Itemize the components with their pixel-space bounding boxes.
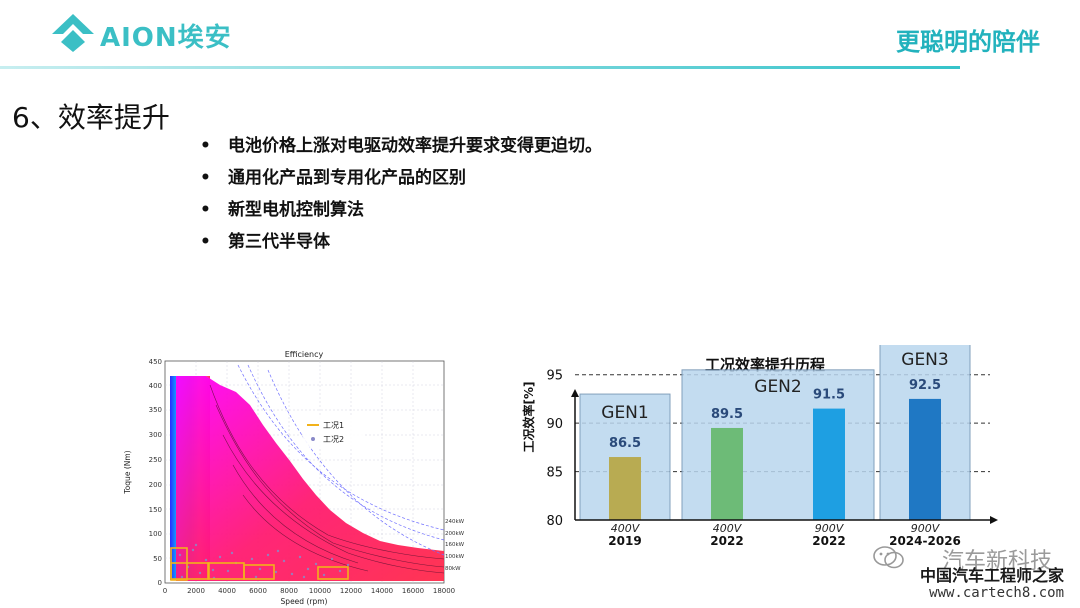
legend-series-1: 工况1 [323,421,344,430]
generation-label: GEN2 [754,377,801,397]
voltage-label: 900V [815,522,845,535]
x-tick: 12000 [340,587,362,595]
efficiency-bar-chart: 工况效率提升历程 工况效率[%] 80859095GEN1GEN2GEN386.… [521,345,998,548]
x-tick: 14000 [371,587,393,595]
x-tick: 10000 [309,587,331,595]
x-axis-arrow [990,516,998,524]
y-tick: 100 [149,530,162,538]
power-label: 160kW [445,542,465,548]
category-label: 2022 [710,534,743,548]
efficiency-map-figure: Efficiency [123,350,465,606]
header-divider [0,66,960,69]
y-axis-arrow [571,389,579,397]
watermark-text: 汽车新科技 [941,549,1052,574]
x-tick: 18000 [433,587,455,595]
voltage-label: 900V [911,522,941,535]
y-tick: 300 [149,431,162,439]
aion-logo-icon [52,14,94,52]
category-label: 2019 [608,534,641,548]
bullet-item: 通用化产品到专用化产品的区别 [200,166,602,198]
bar [813,408,845,520]
voltage-label: 400V [713,522,743,535]
x-tick: 2000 [187,587,205,595]
slide-title: 6、效率提升 [12,101,170,134]
bullet-item: 第三代半导体 [200,230,602,262]
y-tick: 250 [149,456,162,464]
y-tick: 150 [149,506,162,514]
y-tick: 0 [158,579,162,587]
watermark-url: www.cartech8.com [929,585,1064,601]
y-tick: 450 [149,358,162,366]
x-tick: 16000 [402,587,424,595]
slogan: 更聪明的陪伴 [896,28,1040,56]
bar-value-label: 92.5 [909,378,941,393]
chart-y-axis-label: 工况效率[%] [521,382,536,453]
y-tick-label: 90 [546,417,563,432]
y-tick: 50 [153,555,162,563]
legend-series-2: 工况2 [323,435,344,444]
power-label: 80kW [445,566,461,572]
y-tick: 350 [149,406,162,414]
x-tick: 6000 [249,587,267,595]
generation-label: GEN3 [901,350,948,370]
watermark-site-name: 中国汽车工程师之家 [919,566,1064,585]
category-label: 2024-2026 [889,534,961,548]
x-tick: 4000 [218,587,236,595]
bullet-item: 电池价格上涨对电驱动效率提升要求变得更迫切。 [200,134,602,166]
generation-label: GEN1 [601,403,648,423]
bullet-list: 电池价格上涨对电驱动效率提升要求变得更迫切。 通用化产品到专用化产品的区别 新型… [200,134,602,262]
brand-logo-text: AION埃安 [100,23,232,53]
bullet-item: 新型电机控制算法 [200,198,602,230]
y-tick-label: 80 [546,514,563,529]
category-label: 2022 [812,534,845,548]
y-tick-label: 95 [546,369,563,384]
bar-value-label: 86.5 [609,436,641,451]
y-axis-label: Toque (Nm) [123,450,132,494]
bar-value-label: 89.5 [711,407,743,422]
power-label: 200kW [445,531,465,537]
map-title: Efficiency [285,350,324,359]
bar [909,398,941,520]
x-tick: 0 [163,587,167,595]
bar [609,457,641,520]
power-label: 100kW [445,554,465,560]
power-label: 240kW [445,519,465,525]
y-tick: 200 [149,481,162,489]
x-tick: 8000 [280,587,298,595]
voltage-label: 400V [611,522,641,535]
x-axis-label: Speed (rpm) [281,597,328,606]
bar-value-label: 91.5 [813,388,845,403]
y-tick-label: 85 [546,466,563,481]
bar [711,427,743,520]
wechat-icon [873,546,904,569]
y-tick: 400 [149,382,162,390]
